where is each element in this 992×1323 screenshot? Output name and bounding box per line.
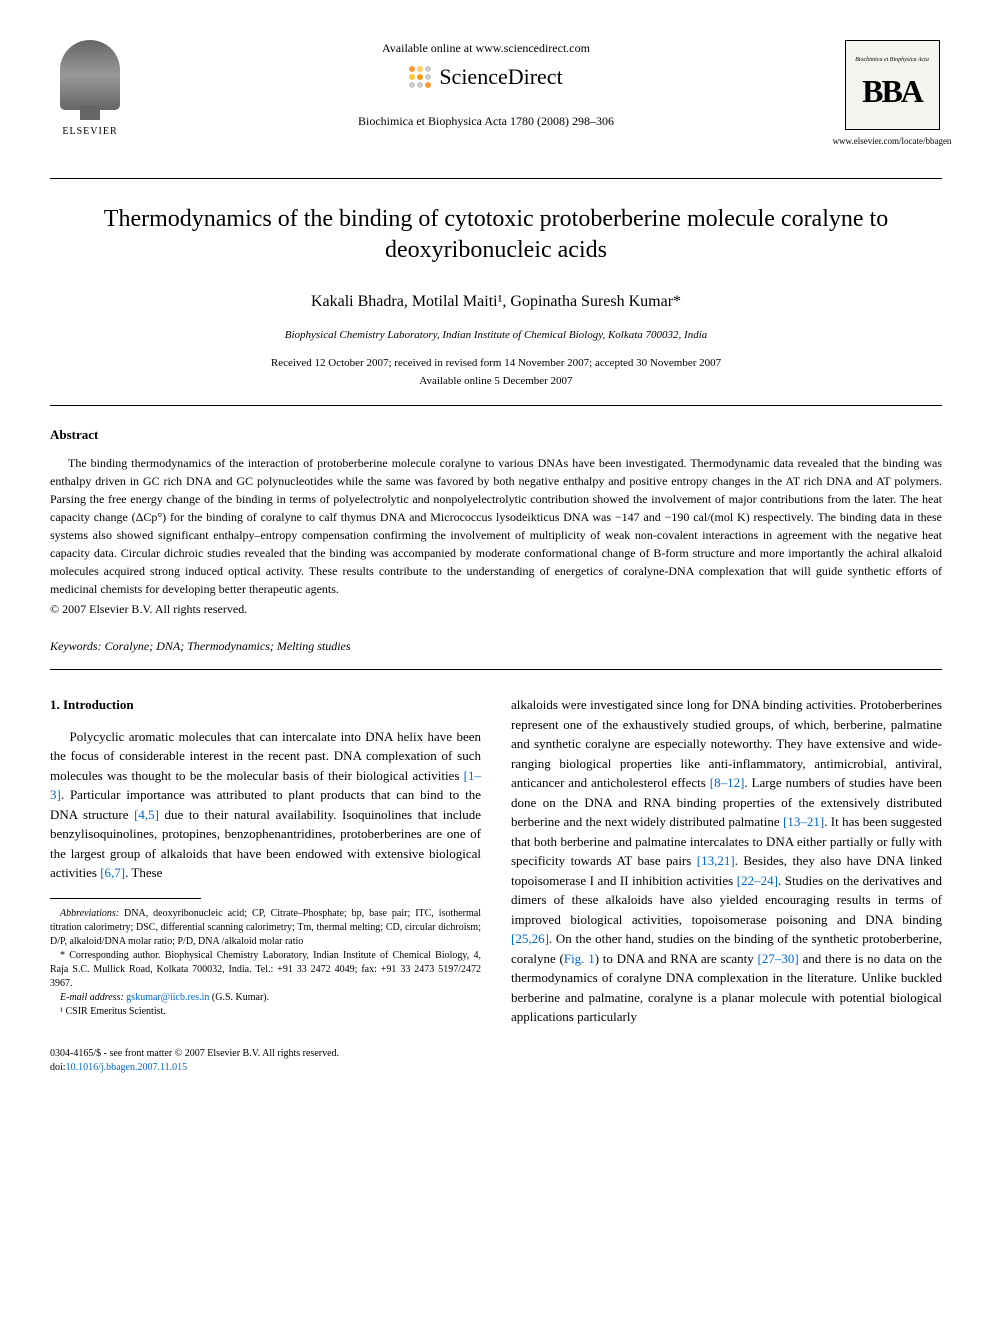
keywords-text: Coralyne; DNA; Thermodynamics; Melting s… — [102, 639, 351, 653]
authors: Kakali Bhadra, Motilal Maiti¹, Gopinatha… — [50, 291, 942, 313]
body-columns: 1. Introduction Polycyclic aromatic mole… — [50, 695, 942, 1027]
text-fragment: . These — [125, 865, 162, 880]
doi-label: doi: — [50, 1062, 66, 1073]
bba-url: www.elsevier.com/locate/bbagen — [833, 135, 952, 148]
dates-online: Available online 5 December 2007 — [50, 374, 942, 389]
separator-line — [50, 669, 942, 670]
intro-heading: 1. Introduction — [50, 695, 481, 715]
separator-line — [50, 405, 942, 406]
left-column: 1. Introduction Polycyclic aromatic mole… — [50, 695, 481, 1027]
doi-link[interactable]: 10.1016/j.bbagen.2007.11.015 — [66, 1062, 188, 1073]
abstract-heading: Abstract — [50, 426, 942, 444]
ref-link[interactable]: [13–21] — [783, 814, 824, 829]
email-label: E-mail address: — [60, 992, 124, 1003]
footnote-corresponding: * Corresponding author. Biophysical Chem… — [50, 949, 481, 991]
sciencedirect-text: ScienceDirect — [439, 62, 562, 93]
bba-top-text: Biochimica et Biophysica Acta — [855, 56, 929, 64]
abbrev-label: Abbreviations: — [60, 908, 119, 919]
sciencedirect-dots-icon — [409, 66, 431, 88]
footer-doi: doi:10.1016/j.bbagen.2007.11.015 — [50, 1061, 942, 1075]
elsevier-tree-icon — [60, 40, 120, 110]
corr-label: * Corresponding author. — [60, 950, 160, 961]
bba-logo: Biochimica et Biophysica Acta BBA www.el… — [842, 40, 942, 148]
ref-link[interactable]: [25,26] — [511, 931, 549, 946]
available-online-text: Available online at www.sciencedirect.co… — [150, 40, 822, 57]
ref-link[interactable]: [27–30] — [758, 951, 799, 966]
email-suffix: (G.S. Kumar). — [209, 992, 269, 1003]
elsevier-logo: ELSEVIER — [50, 40, 130, 139]
text-fragment: ) to DNA and RNA are scanty — [595, 951, 758, 966]
keywords: Keywords: Coralyne; DNA; Thermodynamics;… — [50, 638, 942, 655]
footnote-emeritus: ¹ CSIR Emeritus Scientist. — [50, 1005, 481, 1019]
affiliation: Biophysical Chemistry Laboratory, Indian… — [50, 328, 942, 343]
elsevier-label: ELSEVIER — [62, 125, 117, 139]
abstract-section: Abstract The binding thermodynamics of t… — [50, 426, 942, 618]
dates-received: Received 12 October 2007; received in re… — [50, 356, 942, 371]
sciencedirect-logo: ScienceDirect — [150, 62, 822, 93]
bba-main-text: BBA — [862, 69, 922, 114]
intro-para: Polycyclic aromatic molecules that can i… — [50, 727, 481, 883]
footer-copyright: 0304-4165/$ - see front matter © 2007 El… — [50, 1047, 942, 1061]
keywords-label: Keywords: — [50, 639, 102, 653]
separator-line — [50, 178, 942, 179]
abstract-text: The binding thermodynamics of the intera… — [50, 454, 942, 598]
right-para: alkaloids were investigated since long f… — [511, 695, 942, 1027]
figure-link[interactable]: Fig. 1 — [564, 951, 595, 966]
footer: 0304-4165/$ - see front matter © 2007 El… — [50, 1047, 942, 1075]
ref-link[interactable]: [8–12] — [710, 775, 745, 790]
email-link[interactable]: gskumar@iicb.res.in — [126, 992, 209, 1003]
bba-box: Biochimica et Biophysica Acta BBA — [845, 40, 940, 130]
footnote-email: E-mail address: gskumar@iicb.res.in (G.S… — [50, 991, 481, 1005]
ref-link[interactable]: [13,21] — [697, 853, 735, 868]
ref-link[interactable]: [4,5] — [134, 807, 159, 822]
footnote-abbreviations: Abbreviations: DNA, deoxyribonucleic aci… — [50, 907, 481, 949]
ref-link[interactable]: [22–24] — [737, 873, 778, 888]
ref-link[interactable]: [6,7] — [100, 865, 125, 880]
center-header: Available online at www.sciencedirect.co… — [130, 40, 842, 129]
header-row: ELSEVIER Available online at www.science… — [50, 40, 942, 148]
right-column: alkaloids were investigated since long f… — [511, 695, 942, 1027]
text-fragment: Polycyclic aromatic molecules that can i… — [50, 729, 481, 783]
footnote-separator — [50, 898, 201, 899]
abstract-copyright: © 2007 Elsevier B.V. All rights reserved… — [50, 601, 942, 618]
journal-reference: Biochimica et Biophysica Acta 1780 (2008… — [150, 113, 822, 130]
article-title: Thermodynamics of the binding of cytotox… — [90, 204, 902, 266]
